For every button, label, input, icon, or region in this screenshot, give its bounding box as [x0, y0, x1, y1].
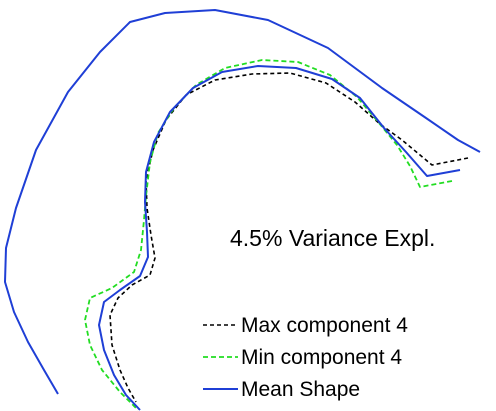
legend-label-min-component: Min component 4 [241, 346, 402, 369]
mean-shape-outer-contour [4, 9, 481, 395]
legend-label-max-component: Max component 4 [241, 314, 408, 337]
variance-annotation: 4.5% Variance Expl. [230, 225, 435, 251]
legend-label-mean-shape: Mean Shape [241, 378, 360, 401]
mean-shape-inner-contour [98, 65, 461, 411]
legend: Max component 4 Min component 4 Mean Sha… [203, 314, 408, 401]
